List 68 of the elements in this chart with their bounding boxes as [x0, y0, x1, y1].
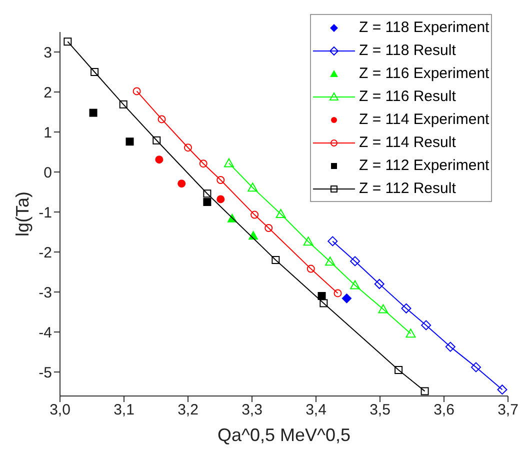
point — [248, 182, 258, 192]
point — [64, 38, 72, 46]
point — [378, 304, 388, 314]
point — [203, 198, 212, 206]
point — [178, 180, 186, 188]
x-axis-title: Qa^0,5 MeV^0,5 — [218, 425, 350, 445]
point — [126, 138, 134, 146]
x-tick-label: 3,3 — [242, 402, 262, 419]
point — [224, 158, 234, 168]
point — [132, 87, 141, 96]
y-tick-label: -5 — [38, 364, 52, 382]
legend-label: Z = 114 Result — [359, 134, 456, 151]
x-tick-label: 3,5 — [370, 402, 390, 419]
point — [272, 256, 280, 264]
legend-label: Z = 116 Result — [359, 88, 456, 105]
point — [303, 236, 314, 246]
y-tick-label: 2 — [44, 84, 52, 102]
point — [216, 195, 225, 204]
point — [471, 362, 481, 372]
x-tick-label: 3,2 — [178, 402, 198, 419]
x-tick-label: 3,4 — [306, 402, 326, 419]
y-tick-label: 0 — [44, 164, 52, 182]
x-tick-label: 3,6 — [434, 402, 454, 419]
x-tick-label: 3,1 — [114, 402, 134, 419]
x-tick-label: 3,7 — [498, 402, 518, 419]
point — [445, 342, 456, 352]
point — [155, 156, 164, 164]
point — [264, 224, 273, 232]
point — [158, 115, 166, 124]
point — [325, 256, 336, 266]
point — [89, 108, 98, 117]
point — [350, 280, 360, 290]
y-tick-label: -2 — [38, 244, 52, 262]
point — [350, 256, 360, 266]
point — [328, 236, 338, 246]
point — [184, 144, 192, 152]
legend-label: Z = 112 Result — [359, 180, 456, 197]
point — [320, 299, 328, 308]
legend-label: Z = 118 Result — [359, 42, 456, 59]
point — [199, 160, 208, 168]
point — [306, 264, 315, 273]
point — [334, 289, 342, 298]
point — [203, 190, 212, 198]
point — [420, 387, 429, 396]
point — [421, 320, 432, 330]
legend-label: Z = 118 Experiment — [359, 19, 490, 36]
y-tick-label: 1 — [44, 124, 52, 142]
legend-label: Z = 112 Experiment — [359, 157, 490, 174]
y-axis-title: lg(Ta) — [12, 191, 32, 237]
legend-label: Z = 116 Experiment — [359, 65, 490, 82]
y-tick-label: -4 — [38, 324, 52, 342]
point — [374, 279, 384, 289]
point — [276, 209, 286, 218]
point — [406, 328, 416, 338]
y-tick-label: -3 — [38, 284, 52, 302]
point — [152, 136, 161, 144]
x-tick-label: 3,0 — [50, 402, 70, 419]
point — [401, 303, 412, 314]
y-tick-label: 3 — [44, 44, 52, 62]
point — [394, 366, 403, 374]
point — [250, 210, 259, 219]
point — [216, 176, 225, 184]
point — [119, 100, 128, 108]
y-tick-label: -1 — [38, 204, 52, 222]
point — [342, 293, 352, 304]
point — [497, 384, 508, 395]
legend-label: Z = 114 Experiment — [359, 111, 490, 128]
point — [90, 68, 99, 76]
